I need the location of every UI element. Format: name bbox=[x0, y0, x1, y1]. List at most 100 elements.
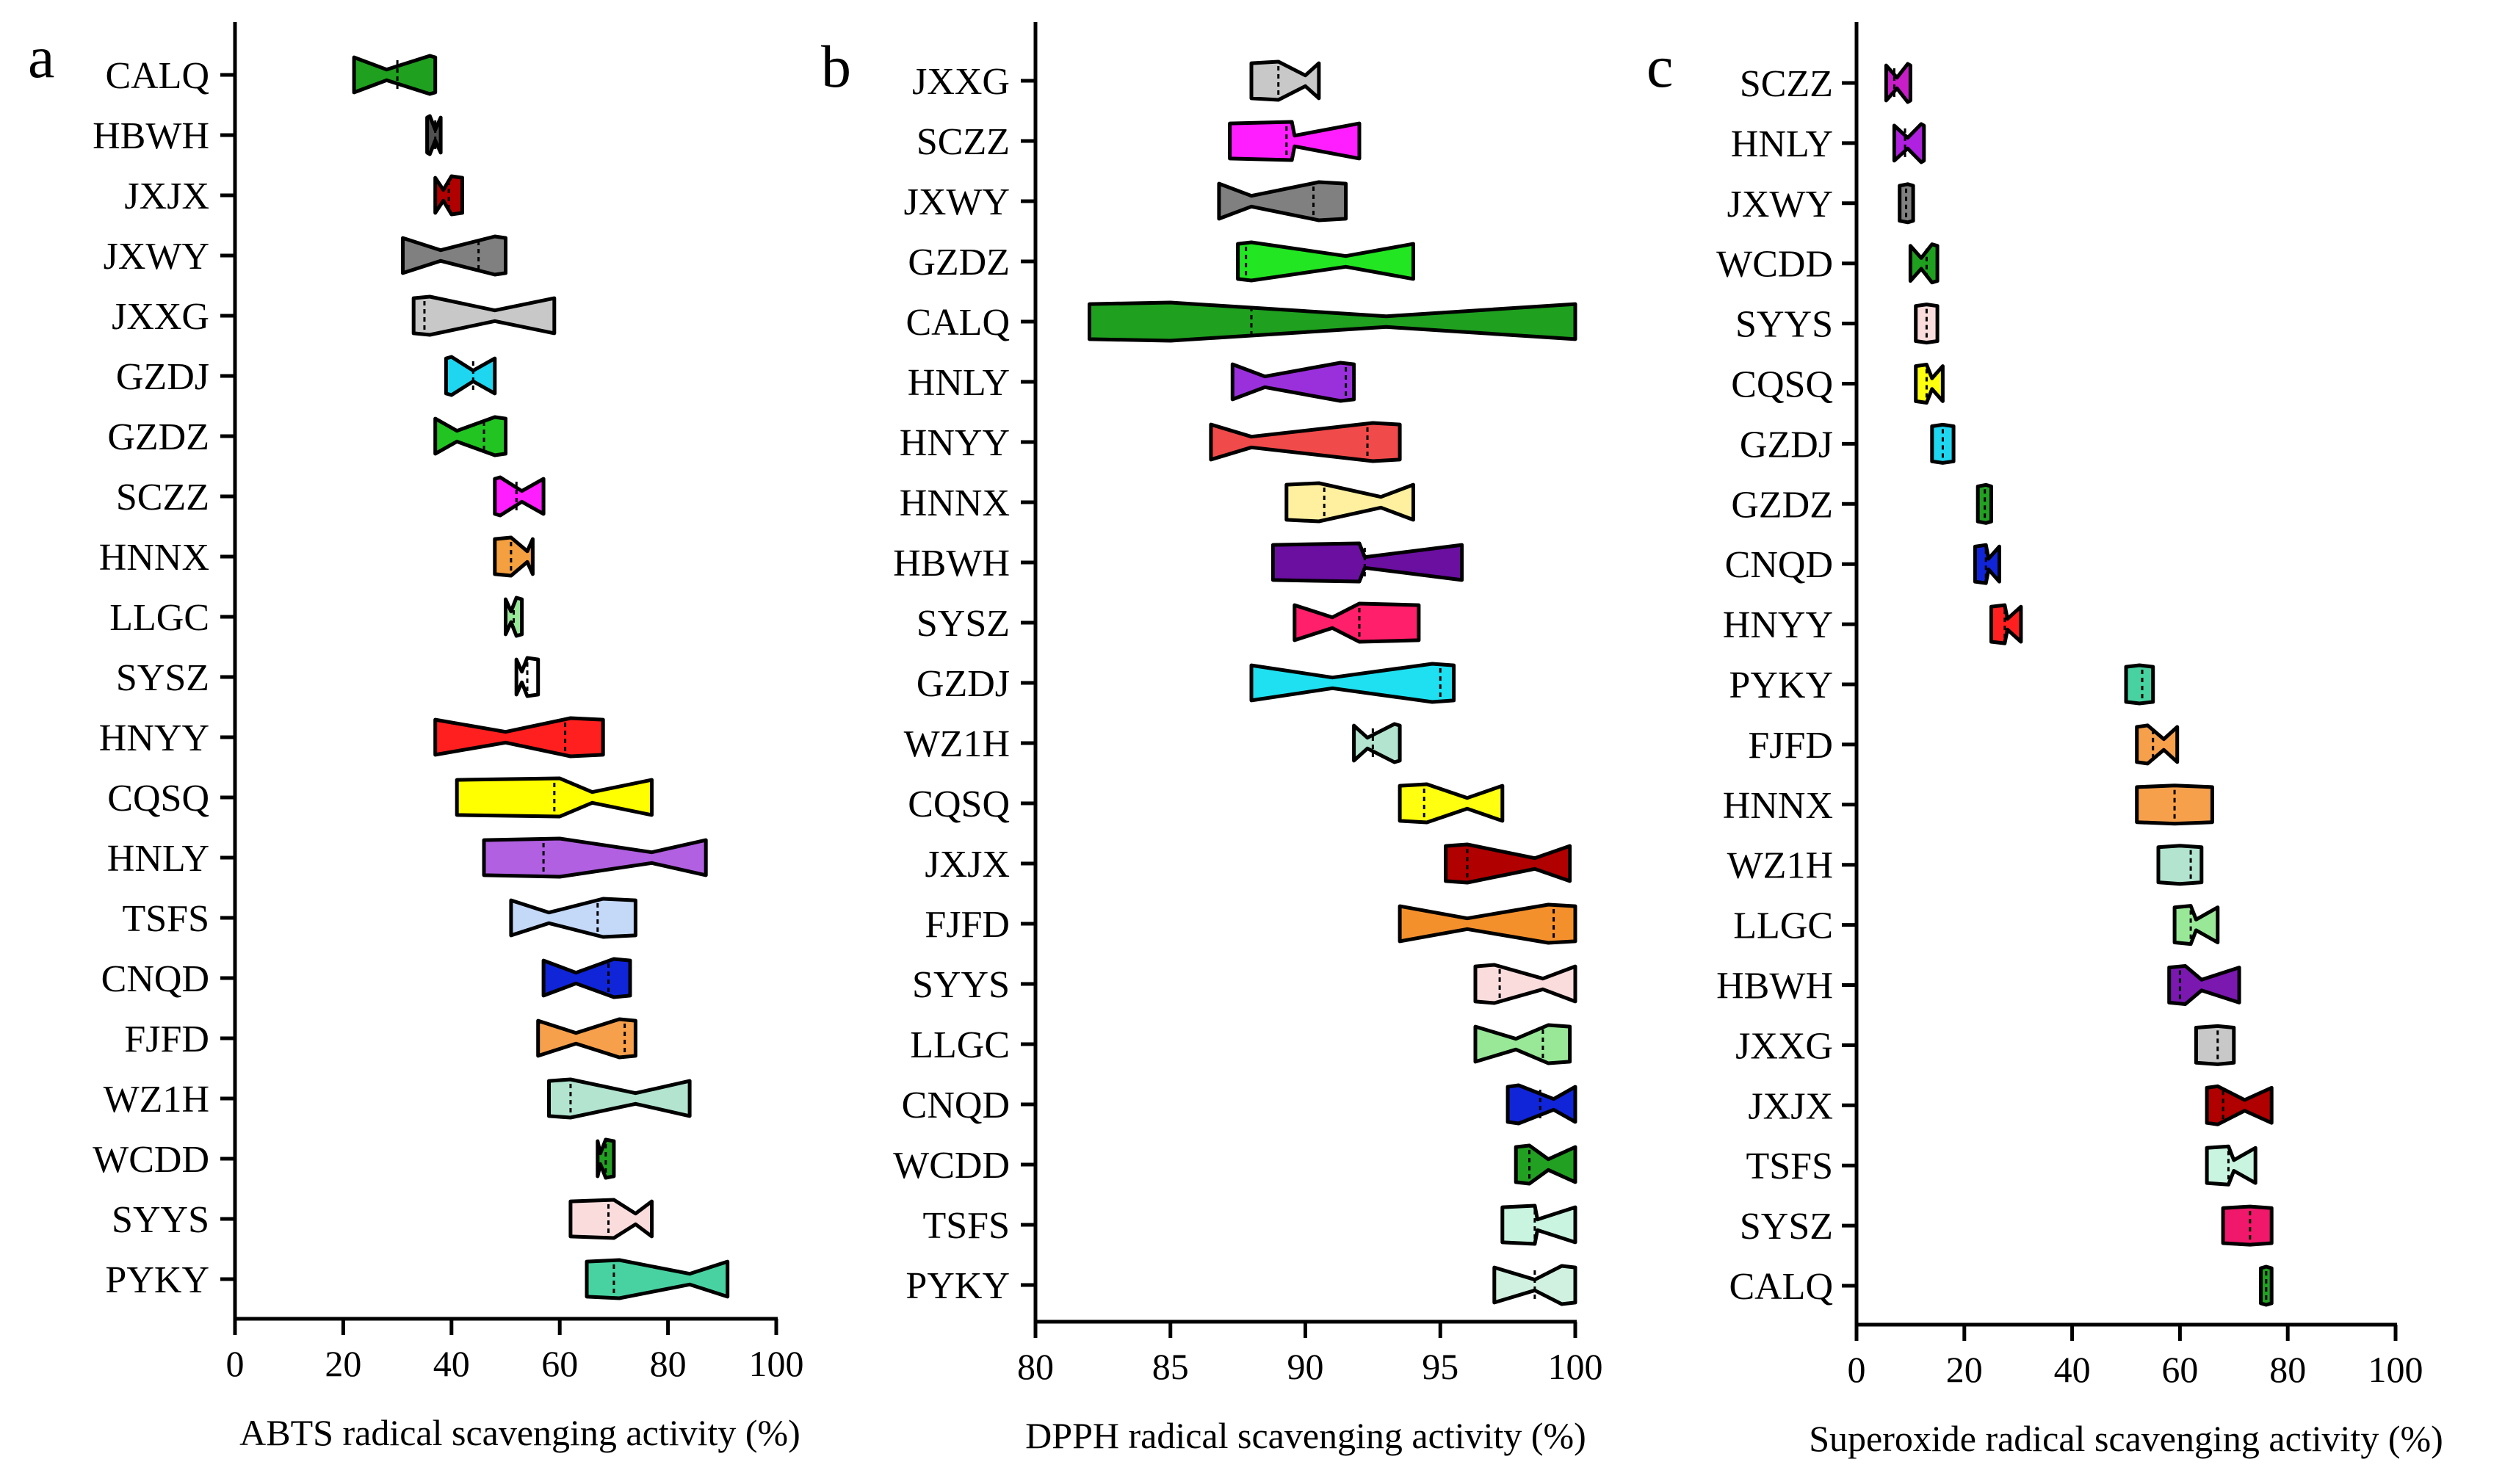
violin-tsfs bbox=[1500, 1204, 1577, 1246]
panel-letter: c bbox=[1646, 33, 1673, 100]
x-tick-label: 90 bbox=[1287, 1346, 1324, 1387]
category-label: CQSQ bbox=[1731, 364, 1833, 406]
violin-fjfd bbox=[2135, 723, 2180, 766]
category-label: CNQD bbox=[101, 958, 209, 1000]
category-label: PYKY bbox=[905, 1265, 1010, 1307]
category-label: GZDJ bbox=[917, 663, 1010, 705]
panel-letter: b bbox=[821, 33, 851, 100]
category-label: FJFD bbox=[1748, 725, 1833, 767]
category-label: TSFS bbox=[1746, 1145, 1833, 1187]
category-label: SYSZ bbox=[917, 603, 1010, 645]
category-label: HNYY bbox=[99, 717, 209, 759]
category-label: FJFD bbox=[925, 904, 1010, 946]
x-tick-label: 40 bbox=[433, 1343, 470, 1384]
category-label: WZ1H bbox=[904, 723, 1010, 765]
category-label: FJFD bbox=[124, 1018, 209, 1060]
category-label: GZDJ bbox=[116, 356, 209, 398]
violin-gzdj bbox=[1930, 422, 1956, 465]
violin-fjfd bbox=[536, 1017, 637, 1060]
violin-jxxg bbox=[1249, 59, 1321, 102]
violin-syys bbox=[1914, 303, 1940, 345]
x-tick-label: 0 bbox=[1848, 1349, 1866, 1390]
category-label: HNNX bbox=[1723, 785, 1833, 827]
category-label: HBWH bbox=[93, 115, 209, 157]
panel-letter: a bbox=[28, 23, 54, 90]
violin-hbwh bbox=[1270, 541, 1464, 584]
violin-cqsq bbox=[1914, 363, 1945, 405]
violin-sysz bbox=[514, 656, 541, 698]
category-label: LLGC bbox=[910, 1024, 1010, 1066]
violin-cnqd bbox=[541, 957, 632, 999]
category-label: GZDZ bbox=[908, 242, 1010, 283]
violin-wz1h bbox=[1352, 722, 1402, 764]
category-label: WZ1H bbox=[104, 1079, 209, 1121]
category-label: JXXG bbox=[1735, 1025, 1833, 1067]
violin-hnly bbox=[1892, 122, 1926, 164]
violin-syys bbox=[1473, 963, 1577, 1005]
violin-hnly bbox=[482, 836, 708, 879]
x-tick-label: 100 bbox=[749, 1343, 804, 1384]
x-tick-label: 100 bbox=[2368, 1349, 2423, 1390]
violin-syys bbox=[568, 1198, 654, 1240]
category-label: TSFS bbox=[922, 1205, 1010, 1247]
category-label: TSFS bbox=[122, 898, 209, 940]
x-tick-label: 60 bbox=[2161, 1349, 2198, 1390]
violin-gzdz bbox=[433, 415, 507, 457]
x-tick-label: 0 bbox=[226, 1343, 245, 1384]
violin-wz1h bbox=[2156, 844, 2204, 886]
category-label: CALQ bbox=[105, 55, 209, 97]
violin-hnnx bbox=[2135, 783, 2214, 826]
category-label: JXWY bbox=[1727, 184, 1833, 225]
category-label: CNQD bbox=[902, 1085, 1010, 1126]
violin-tsfs bbox=[509, 897, 637, 939]
category-label: SYYS bbox=[112, 1199, 209, 1241]
x-tick-label: 40 bbox=[2054, 1349, 2091, 1390]
violin-pyky bbox=[1492, 1264, 1577, 1306]
category-label: SYSZ bbox=[1740, 1206, 1833, 1248]
violin-llgc bbox=[504, 596, 524, 638]
category-label: SCZZ bbox=[1740, 63, 1833, 105]
panel-b: b 80 85 90 95 100 DPPH radical scavenging acti… bbox=[821, 22, 1603, 1456]
violin-wcdd bbox=[1514, 1143, 1577, 1186]
violin-sczz bbox=[1228, 120, 1362, 162]
panel-a: a 0 20 40 60 80 100 ABTS radical scavenging act… bbox=[28, 22, 804, 1453]
category-label: SCZZ bbox=[116, 477, 209, 518]
category-label: WCDD bbox=[893, 1145, 1010, 1187]
x-axis-title: Superoxide radical scavenging activity (… bbox=[1809, 1418, 2443, 1459]
violin-fjfd bbox=[1398, 902, 1577, 945]
violin-jxjx bbox=[1444, 842, 1572, 885]
category-label: JXJX bbox=[1748, 1085, 1833, 1127]
violin-hnyy bbox=[433, 716, 605, 759]
violin-gzdz bbox=[1975, 482, 1993, 525]
x-axis-title: DPPH radical scavenging activity (%) bbox=[1025, 1415, 1586, 1456]
x-tick-label: 100 bbox=[1548, 1346, 1603, 1387]
category-label: HNNX bbox=[900, 482, 1010, 524]
category-label: CNQD bbox=[1725, 544, 1833, 586]
violin-jxxg bbox=[411, 294, 557, 337]
violin-hbwh bbox=[2167, 964, 2241, 1006]
violin-calq bbox=[2259, 1264, 2274, 1307]
violin-cnqd bbox=[1505, 1083, 1577, 1126]
violin-hnly bbox=[1230, 361, 1356, 403]
violin-llgc bbox=[2172, 904, 2220, 946]
category-label: HNYY bbox=[1723, 604, 1833, 646]
category-label: HNYY bbox=[900, 422, 1010, 464]
violin-llgc bbox=[1473, 1023, 1572, 1065]
violin-hnyy bbox=[1209, 421, 1402, 463]
x-tick-label: 20 bbox=[1946, 1349, 1983, 1390]
violin-sczz bbox=[1884, 62, 1912, 104]
category-label: JXXG bbox=[912, 61, 1010, 103]
category-label: CQSQ bbox=[107, 778, 209, 819]
violin-sczz bbox=[493, 475, 546, 518]
violin-gzdj bbox=[444, 355, 497, 397]
violin-calq bbox=[352, 54, 438, 96]
x-tick-label: 60 bbox=[541, 1343, 578, 1384]
category-label: JXXG bbox=[112, 296, 209, 338]
violin-sysz bbox=[1293, 601, 1421, 644]
violin-pyky bbox=[585, 1258, 730, 1300]
violin-jxxg bbox=[2194, 1024, 2236, 1066]
violin-sysz bbox=[2221, 1204, 2274, 1247]
x-tick-label: 20 bbox=[325, 1343, 361, 1384]
x-tick-label: 95 bbox=[1422, 1346, 1458, 1387]
violin-gzdz bbox=[1236, 240, 1415, 283]
